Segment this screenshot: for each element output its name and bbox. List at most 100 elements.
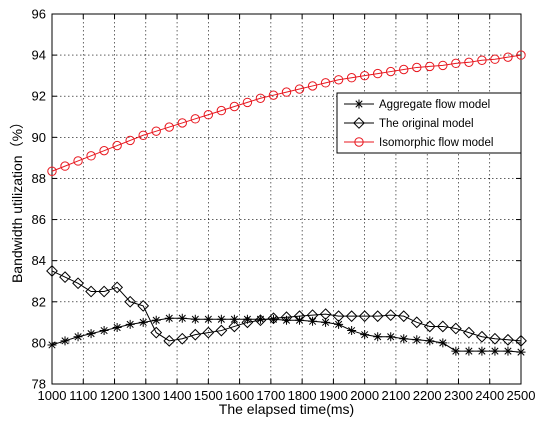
data-point xyxy=(177,313,187,323)
data-point xyxy=(397,310,410,323)
data-point xyxy=(464,346,474,356)
data-point xyxy=(268,314,278,324)
series-3 xyxy=(47,50,526,176)
data-point xyxy=(60,336,70,346)
data-point xyxy=(490,346,500,356)
data-point xyxy=(112,140,122,151)
data-point xyxy=(111,281,124,294)
x-tick-label: 1100 xyxy=(69,388,97,403)
data-point xyxy=(255,314,265,324)
data-point xyxy=(112,322,122,332)
data-point xyxy=(242,314,252,324)
data-point xyxy=(476,330,488,343)
data-point xyxy=(254,314,267,327)
data-point xyxy=(60,161,70,171)
legend-box xyxy=(336,92,522,154)
data-point xyxy=(386,332,396,342)
data-point xyxy=(436,320,449,333)
x-tick-label: 1600 xyxy=(225,388,254,403)
data-point xyxy=(73,156,83,166)
data-point xyxy=(163,334,176,347)
data-point xyxy=(85,285,97,298)
plot-frame xyxy=(51,13,522,385)
data-point xyxy=(47,340,57,350)
data-point xyxy=(176,332,189,345)
data-point xyxy=(451,58,461,69)
data-point xyxy=(490,54,500,64)
data-point xyxy=(150,326,163,339)
y-tick-label: 92 xyxy=(32,89,46,104)
x-tick-label: 1800 xyxy=(288,388,317,403)
data-point xyxy=(282,315,291,325)
y-tick-label: 84 xyxy=(32,253,46,268)
data-point xyxy=(502,333,514,346)
data-point xyxy=(399,64,409,75)
data-point xyxy=(215,324,228,337)
y-tick-label: 78 xyxy=(32,377,46,392)
data-point xyxy=(86,329,96,339)
data-point xyxy=(307,81,318,91)
data-point xyxy=(138,317,148,327)
data-point xyxy=(229,314,239,324)
data-point xyxy=(516,347,526,357)
data-point xyxy=(202,326,215,339)
data-point xyxy=(177,118,187,128)
data-point xyxy=(242,97,253,108)
series-group xyxy=(46,50,527,357)
legend-label: The original model xyxy=(379,118,474,130)
data-point xyxy=(477,346,487,356)
legend-marker xyxy=(354,137,364,147)
data-point xyxy=(372,68,383,79)
data-point xyxy=(449,322,462,335)
axis-ticks: 1000 1100 1200 1300 1400 1500 1600 1700 1800 1900… xyxy=(32,7,536,404)
data-point xyxy=(59,271,71,284)
data-point xyxy=(515,334,527,347)
data-point xyxy=(359,70,370,81)
y-tick-label: 90 xyxy=(32,130,46,145)
x-tick-label: 1700 xyxy=(256,388,285,403)
data-point xyxy=(345,310,358,323)
data-point xyxy=(399,334,409,344)
data-point xyxy=(308,316,318,326)
data-point xyxy=(267,312,280,325)
data-point xyxy=(425,61,435,72)
legend: Aggregate flow model The original model Is… xyxy=(336,92,522,154)
data-point xyxy=(124,295,137,308)
data-point xyxy=(503,346,513,356)
data-point xyxy=(241,316,254,329)
data-point xyxy=(462,326,475,339)
y-axis-title: Bandwidth utilization（%） xyxy=(9,115,25,283)
legend-entry: Aggregate flow model xyxy=(344,99,490,111)
data-point xyxy=(425,336,435,346)
x-axis-title: The elapsed time(ms) xyxy=(219,401,354,417)
legend-marker xyxy=(353,117,365,129)
data-point xyxy=(451,346,461,356)
data-point xyxy=(255,93,266,103)
data-point xyxy=(151,126,161,136)
y-tick-label: 88 xyxy=(32,171,46,186)
series-line xyxy=(51,54,522,172)
data-point xyxy=(98,285,111,298)
x-tick-label: 1500 xyxy=(194,388,223,403)
data-point xyxy=(412,62,422,73)
x-tick-label: 1300 xyxy=(131,388,160,403)
data-point xyxy=(280,311,293,324)
data-point xyxy=(72,277,84,290)
series-line xyxy=(51,270,522,342)
x-tick-label: 2300 xyxy=(444,388,473,403)
data-point xyxy=(47,166,57,176)
data-point xyxy=(373,332,383,342)
data-point xyxy=(268,90,279,100)
data-point xyxy=(371,310,384,323)
data-point xyxy=(503,52,513,62)
data-point xyxy=(347,326,357,336)
data-point xyxy=(306,309,319,322)
series-1 xyxy=(47,313,526,357)
data-point xyxy=(164,313,174,323)
data-point xyxy=(464,57,474,68)
data-point xyxy=(190,114,201,124)
y-tick-label: 80 xyxy=(32,335,46,350)
x-tick-label: 1900 xyxy=(319,388,348,403)
data-point xyxy=(189,328,202,341)
